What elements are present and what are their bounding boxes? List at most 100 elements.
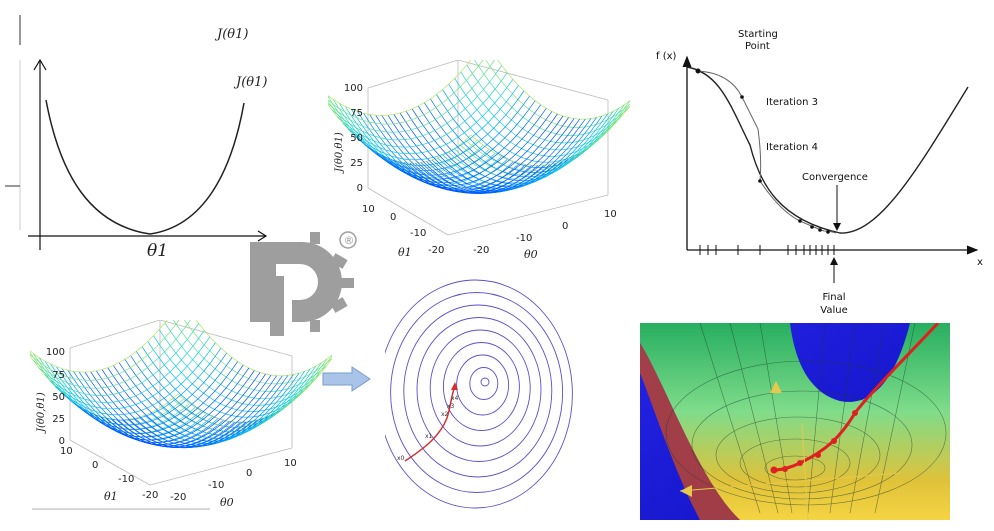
mesh-line — [60, 347, 222, 421]
point-label: x1 — [425, 433, 433, 440]
theta0-tick: 0 — [562, 221, 568, 232]
mesh-line — [337, 72, 508, 148]
contour-ring — [416, 317, 542, 462]
theta1-ticks: 10 0 -10 -20 — [362, 204, 444, 256]
theta0-tick: -10 — [516, 233, 532, 244]
surface-mesh — [328, 60, 630, 194]
mesh-line — [32, 320, 191, 389]
mesh-line — [331, 65, 502, 141]
contour-ring — [390, 292, 564, 493]
z-ticks: 100 75 50 25 0 — [344, 83, 363, 194]
mesh-line — [465, 103, 630, 171]
mesh-line — [328, 60, 484, 125]
theta1-tick: 0 — [390, 212, 396, 223]
mesh-line — [392, 115, 564, 191]
mesh-line — [415, 118, 586, 194]
point-label: x2 — [441, 411, 449, 418]
theta1-tick: -20 — [428, 245, 444, 256]
contour-ring — [429, 329, 531, 447]
mesh-line — [30, 320, 180, 381]
theta0-tick: -10 — [208, 480, 224, 491]
x-ticks — [699, 245, 835, 255]
mesh-line — [474, 60, 630, 136]
bowl-edge — [640, 343, 740, 520]
mesh-line — [166, 358, 328, 432]
theta1-label: θ1 — [398, 246, 412, 259]
surface-axes — [69, 320, 293, 486]
descent-path — [773, 323, 940, 472]
mesh-line — [403, 118, 575, 194]
gear-icon — [250, 232, 354, 336]
theta0-tick: 0 — [246, 468, 252, 479]
theta1-tick: -10 — [118, 474, 134, 485]
mesh-line — [420, 118, 592, 194]
mesh-line — [370, 104, 541, 180]
theta0-tick: -20 — [170, 492, 186, 503]
theta0-label: θ0 — [220, 496, 234, 509]
mesh-line — [398, 117, 569, 193]
mesh-line — [38, 323, 199, 396]
point-label: x4 — [451, 395, 459, 402]
z-tick: 75 — [52, 370, 65, 381]
theta0-tick: 10 — [284, 458, 297, 469]
point-labels: x0 x1 x2 x3 x4 — [397, 395, 459, 462]
mesh-line — [83, 364, 244, 438]
theta1-tick: -10 — [410, 228, 426, 239]
z-tick: 0 — [357, 183, 363, 194]
z-tick: 0 — [59, 436, 65, 447]
mesh-line — [177, 357, 332, 423]
contour-rings — [385, 279, 573, 509]
mesh-line — [364, 100, 536, 176]
convergence-label: Convergence — [802, 172, 868, 183]
mesh-line — [328, 60, 472, 116]
iteration-4-label: Iteration 4 — [766, 142, 818, 153]
contour-ring — [456, 354, 510, 416]
mesh-line — [30, 320, 168, 373]
z-tick: 100 — [46, 347, 65, 358]
mesh-line — [376, 108, 547, 184]
mesh-line — [88, 367, 250, 441]
mesh-line — [71, 357, 233, 430]
z-tick: 50 — [350, 133, 363, 144]
theta1-ticks: 10 0 -10 -20 — [60, 446, 158, 501]
z-tick: 50 — [52, 392, 65, 403]
y-axis-label: f (x) — [656, 51, 677, 62]
cost-curve — [45, 99, 245, 235]
surface-plot-top: 100 75 50 25 0 J(θ0,θ1) 10 0 -10 -20 θ1 … — [328, 60, 630, 261]
theta0-tick: -20 — [473, 245, 489, 256]
registered-mark: ® — [344, 234, 355, 247]
theta0-label: θ0 — [524, 248, 538, 261]
up-marker-icon — [770, 381, 782, 393]
mesh-line — [49, 336, 211, 410]
mesh-line — [161, 362, 322, 436]
vertical-axis — [801, 422, 809, 520]
theta1-tick: -20 — [142, 490, 158, 501]
rendered-bowl-3d — [640, 323, 950, 520]
mesh-line — [353, 90, 525, 166]
descent-path — [404, 385, 456, 462]
mesh-line — [127, 375, 289, 448]
mesh-line — [459, 100, 630, 176]
surface-mesh — [30, 320, 332, 449]
z-tick: 25 — [350, 158, 363, 169]
label-j-top: J(θ1) — [214, 27, 248, 42]
mesh-line — [122, 375, 283, 449]
mesh-line — [342, 79, 514, 155]
arrow-right-icon — [322, 366, 371, 392]
z-tick: 100 — [344, 83, 363, 94]
z-tick: 25 — [52, 414, 65, 425]
gradient-descent-curve: f (x) x Starting Point Iteration 3 Iterat… — [656, 29, 983, 316]
mesh-line — [381, 111, 553, 187]
theta1-tick: 0 — [92, 460, 98, 471]
final-value-label: Final Value — [820, 292, 847, 316]
axis-line — [679, 472, 901, 492]
z-tick: 75 — [350, 108, 363, 119]
mesh-line — [77, 361, 238, 434]
mesh-line — [328, 60, 495, 133]
mesh-line — [105, 373, 266, 447]
mesh-line — [195, 320, 332, 377]
z-ticks: 100 75 50 25 0 — [46, 347, 65, 447]
cost-curve — [686, 66, 969, 234]
contour-ring — [385, 279, 573, 509]
watermark-logo: ® — [250, 231, 357, 336]
